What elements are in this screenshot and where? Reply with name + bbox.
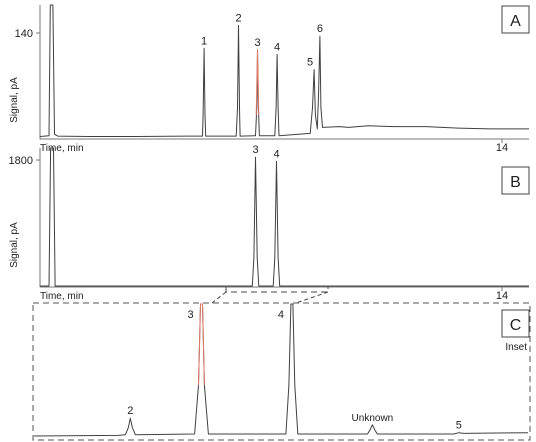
panel-c-peak-label: 2 xyxy=(127,405,133,417)
panel-c-frame xyxy=(32,302,531,441)
panel-a-x-axis-label: Time, min xyxy=(40,143,84,154)
panel-a-peak-label: 6 xyxy=(317,23,323,35)
panel-b-x-axis-label: Time, min xyxy=(40,291,84,302)
zoom-bracket xyxy=(225,287,329,293)
panel-a-y-axis-label: Signal, pA xyxy=(9,77,20,123)
panel-a-peak-label: 4 xyxy=(274,41,280,53)
zoom-connector-right xyxy=(295,291,329,304)
panel-c-peak-labels: 2 3 4 Unknown 5 xyxy=(127,309,462,432)
panel-a-peak-label: 2 xyxy=(235,13,241,25)
panel-a-trace xyxy=(39,4,529,137)
panel-c-label: C xyxy=(510,317,522,334)
zoom-connector-left xyxy=(211,291,227,304)
panel-b-trace xyxy=(40,147,529,287)
panel-b-y-axis-label: Signal, pA xyxy=(9,222,20,268)
panel-a-peak-label: 1 xyxy=(201,35,207,47)
panel-a-y-tick-label: 140 xyxy=(15,28,33,40)
panel-c-peak-label: 4 xyxy=(278,309,284,321)
panel-c-label-box xyxy=(501,309,530,338)
panel-b-peak-label: 4 xyxy=(273,148,279,160)
panel-a-highlight-trace xyxy=(255,49,260,116)
panel-b-y-tick-label: 1800 xyxy=(9,155,33,167)
panel-c-peak-label: Unknown xyxy=(352,413,394,424)
panel-a-peak-label: 5 xyxy=(307,57,313,69)
panel-b-peak-label: 3 xyxy=(252,144,258,156)
panel-a-peak-label: 3 xyxy=(254,37,260,49)
panel-a-x-tick-label: 14 xyxy=(496,142,508,154)
panel-a: 140 14 Time, min Signal, pA A 1 2 3 4 5 6 xyxy=(9,4,530,154)
panel-a-peak-labels: 1 2 3 4 5 6 xyxy=(201,13,323,69)
panel-b-label-box xyxy=(501,166,530,195)
panel-c-trace xyxy=(33,303,529,437)
panel-c: C Inset 2 3 4 Unknown 5 xyxy=(32,291,531,441)
panel-b-label: B xyxy=(510,174,521,191)
panel-a-label: A xyxy=(510,13,521,30)
panel-a-label-box xyxy=(501,5,530,34)
panel-c-inset-label: Inset xyxy=(505,342,527,353)
panel-c-peak-label: 3 xyxy=(187,309,193,321)
panel-c-highlight-trace xyxy=(198,303,205,386)
panel-b-x-tick-label: 14 xyxy=(496,290,508,302)
panel-c-peak-label: 5 xyxy=(456,420,462,432)
